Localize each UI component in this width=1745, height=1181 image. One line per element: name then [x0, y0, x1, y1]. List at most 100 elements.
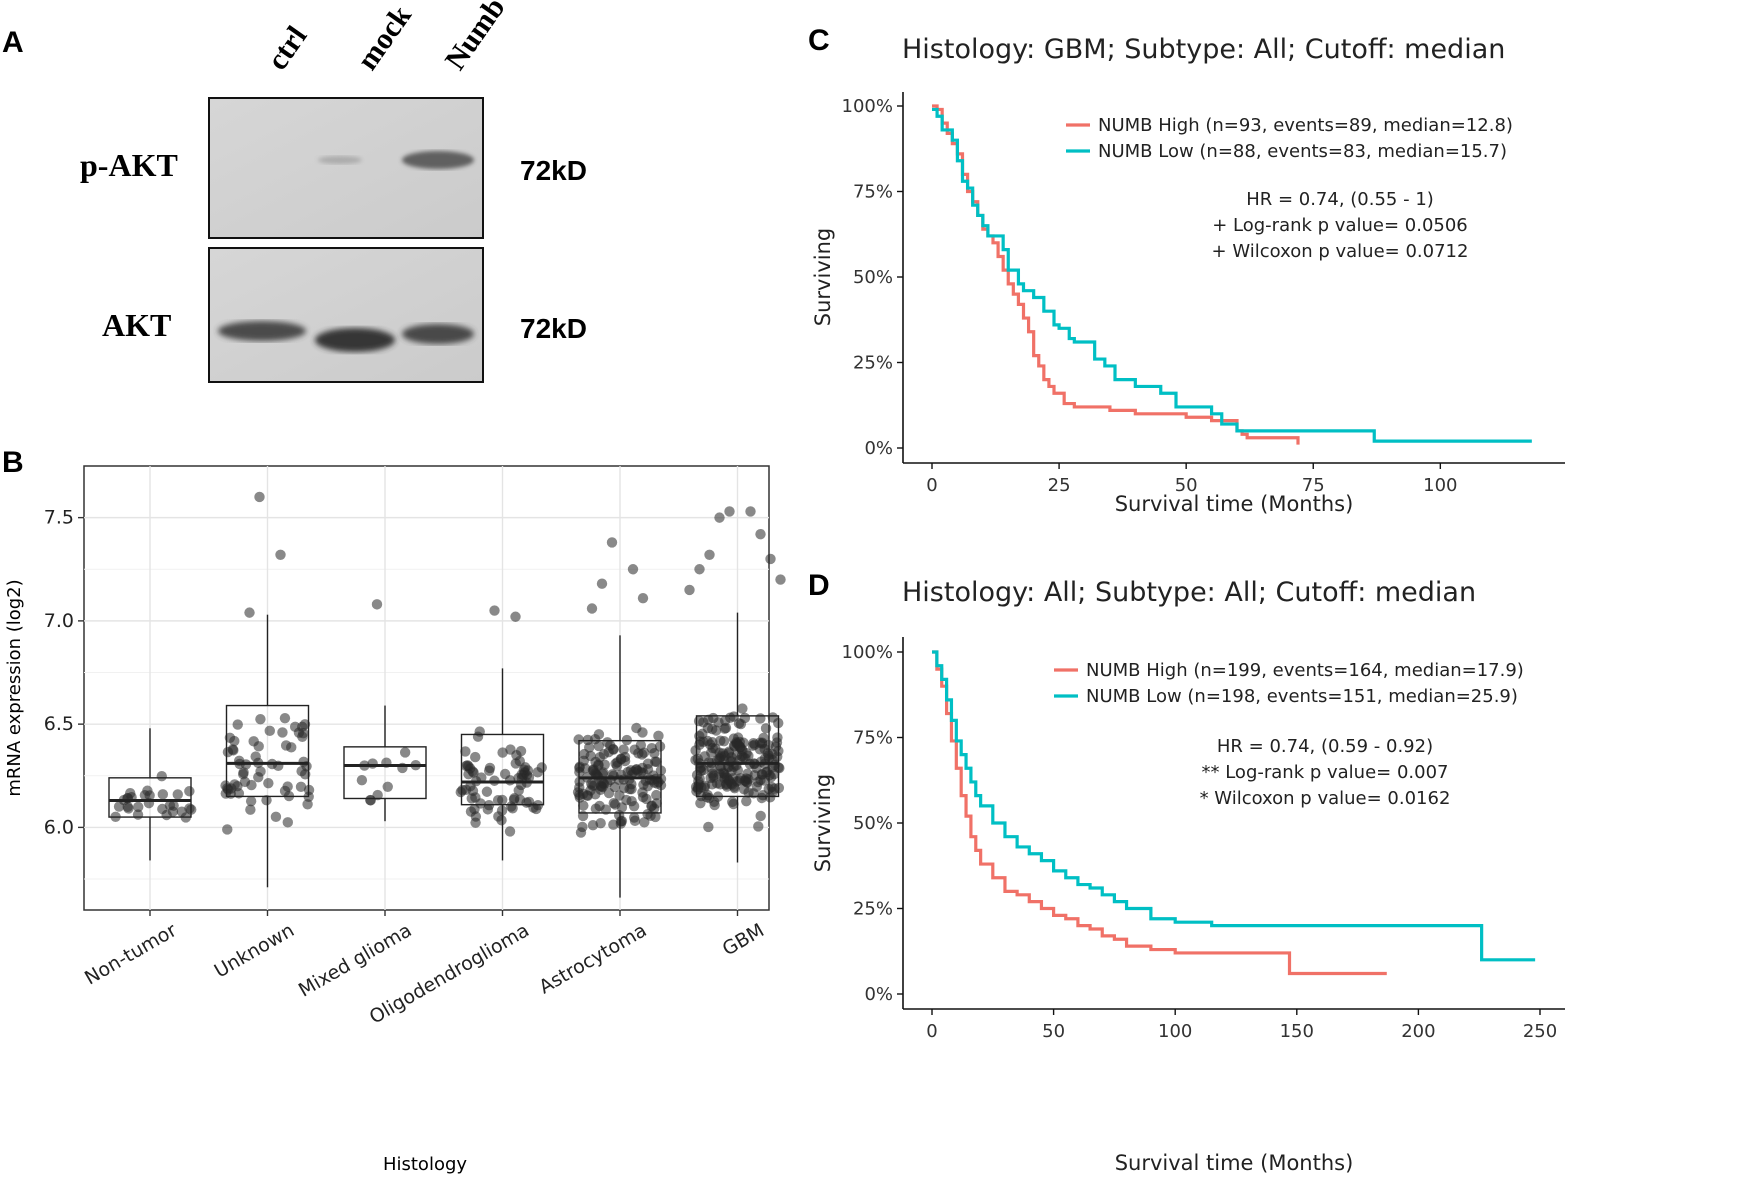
y-tick-label: 6.5 [44, 713, 74, 735]
data-point [280, 740, 292, 751]
data-point [356, 775, 368, 786]
data-point [470, 817, 481, 828]
data-point [531, 803, 542, 815]
lane-label-numb: Numb [439, 0, 512, 76]
panel-a: A ctrl mock Numb p-AKT 72kD AKT 72kD [2, 0, 587, 383]
data-point [737, 703, 748, 714]
km-d-legend: NUMB High (n=199, events=164, median=17.… [1054, 660, 1524, 707]
data-point [461, 760, 472, 772]
boxplot-frame [83, 465, 770, 911]
data-point [263, 777, 274, 789]
data-point [245, 795, 257, 807]
data-point [270, 811, 282, 823]
km-c-curves [932, 104, 1532, 445]
data-point [767, 712, 779, 723]
y-tick-label: 7.5 [44, 507, 74, 529]
data-point [701, 791, 712, 803]
data-point [608, 819, 619, 830]
data-point [481, 786, 493, 797]
data-point [589, 733, 601, 745]
data-point-outlier [627, 564, 639, 575]
stat-line: HR = 0.74, (0.55 - 1) [1246, 189, 1434, 210]
data-point [600, 804, 612, 815]
x-tick-label: 100 [1423, 475, 1457, 496]
data-point [653, 730, 664, 742]
data-point [507, 803, 518, 814]
data-point [693, 715, 705, 727]
data-point [703, 821, 714, 833]
data-point-outlier [254, 491, 265, 503]
data-point [715, 735, 726, 746]
boxplot-y-ticks: 6.0 6.5 7.0 7.5 [44, 507, 84, 838]
data-point [610, 758, 621, 769]
data-point [741, 795, 752, 807]
panel-d: D Histology: All; Subtype: All; Cutoff: … [808, 569, 1565, 1175]
data-point [609, 781, 621, 793]
stat-line: + Wilcoxon p value= 0.0712 [1212, 241, 1469, 262]
x-tick-label: 200 [1401, 1021, 1435, 1042]
data-point [499, 768, 511, 780]
data-point [518, 764, 530, 775]
band-akt-ctrl [218, 321, 306, 341]
data-point [628, 800, 640, 812]
data-point [755, 810, 766, 822]
data-point-outlier [510, 611, 521, 622]
data-point-outlier [765, 553, 776, 565]
data-point [762, 766, 773, 778]
box-iqr [343, 746, 427, 800]
data-point [497, 747, 508, 758]
data-point [760, 723, 772, 734]
stat-line: + Log-rank p value= 0.0506 [1212, 215, 1468, 236]
band-akt-numb [402, 324, 474, 344]
data-point [649, 748, 660, 759]
data-point [279, 712, 291, 724]
data-point [572, 787, 584, 798]
data-point [767, 786, 778, 798]
km-c-y-label: Surviving [811, 228, 835, 326]
km-curve-low [932, 650, 1536, 962]
box-iqr [108, 777, 192, 818]
km-c-x-label: Survival time (Months) [1115, 492, 1354, 516]
data-point [297, 721, 308, 733]
data-point [573, 734, 584, 745]
data-point [729, 782, 740, 794]
boxplot-y-label: mRNA expression (log2) [4, 579, 25, 796]
data-point [157, 789, 169, 800]
y-tick-label: 7.0 [44, 610, 74, 632]
panel-c: C Histology: GBM; Subtype: All; Cutoff: … [808, 24, 1565, 516]
data-point [727, 796, 738, 808]
data-point [172, 789, 183, 800]
data-point [719, 771, 730, 782]
box-iqr [225, 704, 310, 798]
data-point [245, 804, 256, 815]
data-point [738, 784, 750, 795]
data-point [515, 745, 527, 757]
data-point [770, 741, 782, 752]
x-tick-label: 25 [1048, 475, 1071, 496]
data-point [637, 787, 648, 798]
data-point [708, 712, 719, 724]
data-point-outlier [244, 607, 255, 618]
data-point [593, 760, 604, 771]
data-point [279, 785, 291, 797]
x-tick-label: 250 [1523, 1021, 1557, 1042]
data-point [302, 799, 313, 810]
x-tick-label: 100 [1158, 1021, 1192, 1042]
lane-label-ctrl: ctrl [261, 20, 314, 76]
data-point [735, 718, 747, 730]
data-point [631, 764, 642, 775]
size-label-p-akt: 72kD [520, 155, 587, 186]
data-point [631, 722, 642, 734]
data-point-outlier [755, 528, 766, 540]
data-point [113, 801, 125, 812]
boxplot-x-label: Histology [383, 1154, 467, 1175]
data-point [654, 741, 666, 752]
data-point-outlier [724, 506, 735, 517]
data-point-outlier [371, 599, 383, 610]
data-point [264, 725, 275, 737]
data-point [505, 744, 516, 755]
data-point [133, 801, 144, 813]
x-tick-label: GBM [719, 919, 768, 960]
km-d-stats: HR = 0.74, (0.59 - 0.92) ** Log-rank p va… [1200, 736, 1451, 809]
